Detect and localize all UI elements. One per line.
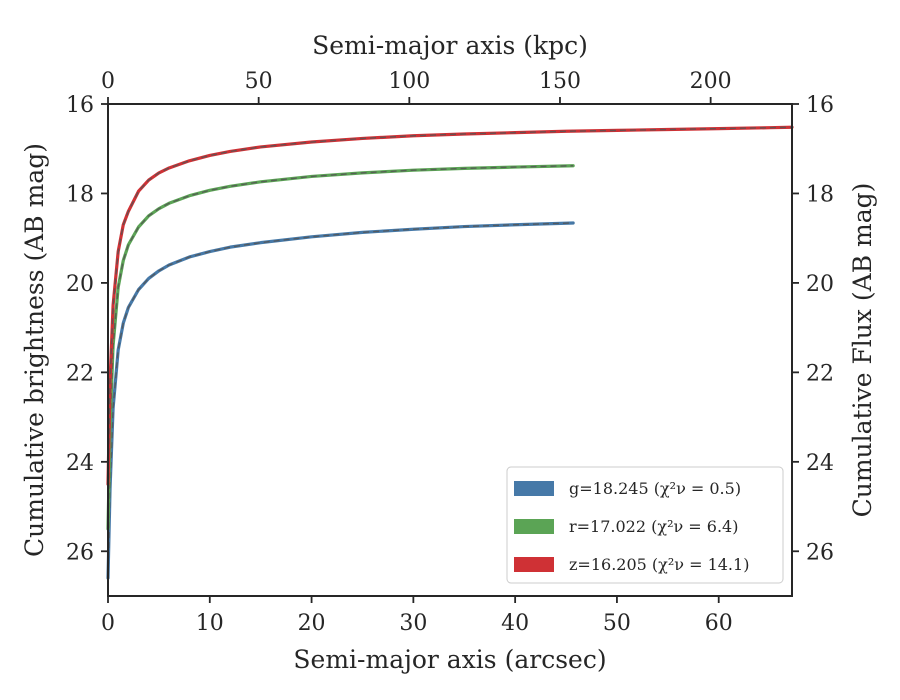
y-tick-label-right: 24	[806, 451, 834, 476]
x-tick-label-bottom: 60	[705, 611, 733, 636]
ticks-group: 0 10 20 30 40 50 60 0 50 100 150 200 16 16 18 18 20 20 22 2…	[66, 69, 834, 636]
x-tick-label-top: 100	[388, 69, 430, 94]
y-tick-label-right: 22	[806, 361, 834, 386]
series-model-line-g	[107, 222, 574, 579]
series-line-r	[106, 164, 575, 531]
x-tick-label-bottom: 10	[196, 611, 224, 636]
x-tick-label-bottom: 50	[603, 611, 631, 636]
series-line-g	[106, 221, 575, 580]
x-tick-label-bottom: 30	[399, 611, 427, 636]
legend-swatch-z	[514, 557, 554, 572]
legend-swatch-g	[514, 481, 554, 496]
series-model-line-r	[107, 165, 574, 529]
axes-frame	[107, 103, 793, 597]
y-axis-title-right: Cumulative Flux (AB mag)	[848, 183, 877, 518]
y-tick-label-left: 24	[66, 451, 94, 476]
series-model-line-z	[107, 126, 793, 485]
x-tick-label-top: 0	[101, 69, 115, 94]
y-tick-label-right: 20	[806, 272, 834, 297]
y-tick-label-left: 26	[66, 540, 94, 565]
x-tick-label-top: 150	[539, 69, 581, 94]
y-tick-label-left: 18	[66, 182, 94, 207]
y-axis-title-left: Cumulative brightness (AB mag)	[20, 143, 49, 557]
series-group	[106, 125, 794, 580]
legend: g=18.245 (χ²ν = 0.5) r=17.022 (χ²ν = 6.4)…	[506, 466, 784, 584]
legend-label-z: z=16.205 (χ²ν = 14.1)	[569, 555, 749, 574]
legend-box	[506, 466, 784, 584]
legend-label-g: g=18.245 (χ²ν = 0.5)	[569, 479, 741, 498]
series-line-z	[106, 125, 794, 486]
x-tick-label-bottom: 20	[298, 611, 326, 636]
x-tick-label-top: 50	[245, 69, 273, 94]
y-tick-label-right: 18	[806, 182, 834, 207]
x-axis-title-top: Semi-major axis (kpc)	[312, 31, 588, 60]
y-tick-label-right: 26	[806, 540, 834, 565]
x-tick-label-bottom: 0	[101, 611, 115, 636]
x-tick-label-top: 200	[690, 69, 732, 94]
y-tick-label-left: 20	[66, 272, 94, 297]
x-tick-label-bottom: 40	[501, 611, 529, 636]
y-tick-label-right: 16	[806, 93, 834, 118]
y-tick-label-left: 22	[66, 361, 94, 386]
y-tick-label-left: 16	[66, 93, 94, 118]
plot-frame	[107, 103, 793, 597]
legend-swatch-r	[514, 519, 554, 534]
x-axis-title-bottom: Semi-major axis (arcsec)	[293, 645, 606, 674]
legend-label-r: r=17.022 (χ²ν = 6.4)	[569, 517, 738, 536]
